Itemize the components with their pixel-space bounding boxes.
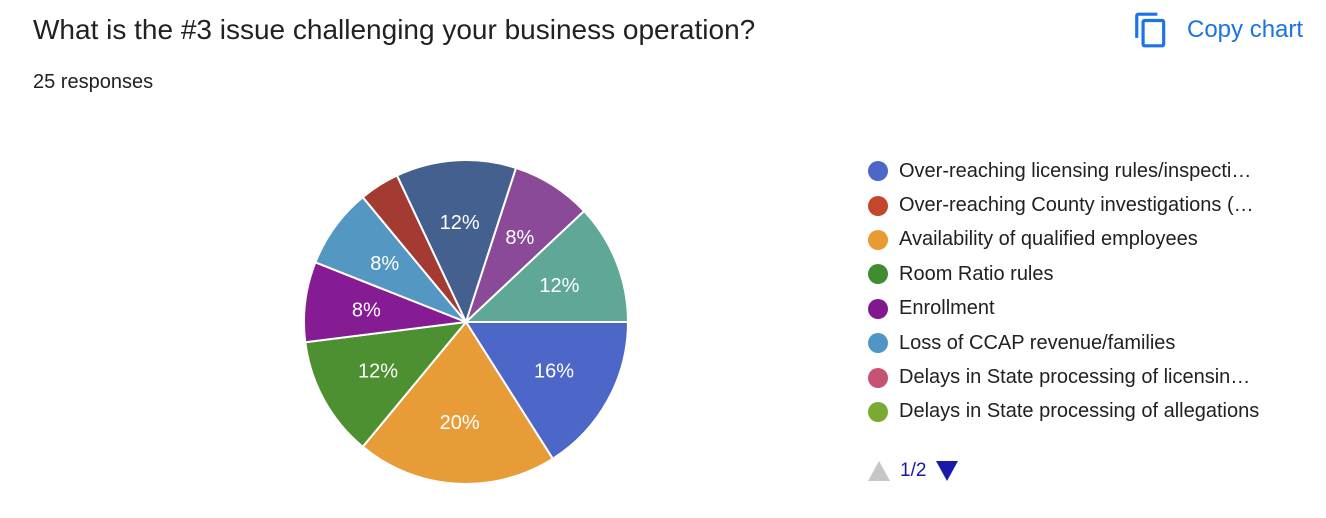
legend-swatch: [868, 367, 888, 388]
legend-item[interactable]: Over-reaching licensing rules/inspecti…: [868, 154, 1259, 188]
legend-label: Over-reaching licensing rules/inspecti…: [899, 159, 1252, 182]
chart-title: What is the #3 issue challenging your bu…: [33, 14, 756, 45]
pager-prev-icon[interactable]: [868, 461, 890, 481]
response-count: 25 responses: [33, 71, 154, 93]
legend-label: Availability of qualified employees: [899, 228, 1198, 251]
pie-slice-label: 12%: [358, 360, 398, 382]
pie-slice-label: 8%: [370, 253, 399, 275]
chart-legend: Over-reaching licensing rules/inspecti… O…: [868, 154, 1259, 429]
legend-pager: 1/2: [868, 460, 959, 482]
legend-label: Enrollment: [899, 297, 995, 320]
legend-item[interactable]: Room Ratio rules: [868, 257, 1259, 291]
legend-swatch: [868, 264, 888, 285]
legend-label: Delays in State processing of licensin…: [899, 366, 1251, 389]
legend-label: Over-reaching County investigations (…: [899, 194, 1254, 217]
legend-label: Delays in State processing of allegation…: [899, 400, 1260, 423]
pie-slice[interactable]: [361, 320, 555, 485]
legend-label: Loss of CCAP revenue/families: [899, 331, 1176, 354]
legend-item[interactable]: Enrollment: [868, 292, 1259, 326]
legend-swatch: [868, 229, 888, 250]
copy-icon: [1135, 12, 1166, 48]
pie-slice-label: 8%: [352, 299, 381, 321]
pager-page: 1/2: [900, 460, 927, 481]
legend-item[interactable]: Delays in State processing of licensin…: [868, 360, 1259, 394]
pie-slice[interactable]: [463, 209, 630, 323]
pie-slice-label: 12%: [539, 275, 579, 297]
pie-slice-label: 16%: [534, 360, 574, 382]
legend-swatch: [868, 298, 888, 319]
legend-item[interactable]: Delays in State processing of allegation…: [868, 395, 1259, 429]
legend-item[interactable]: Over-reaching County investigations (…: [868, 188, 1259, 222]
legend-swatch: [868, 401, 888, 422]
pie-slice-label: 8%: [505, 227, 534, 249]
pager-next-icon[interactable]: [936, 461, 959, 481]
copy-chart-button[interactable]: Copy chart: [1132, 10, 1303, 50]
legend-swatch: [868, 161, 888, 182]
pie-slice[interactable]: [464, 321, 630, 461]
pie-slice-label: 20%: [440, 412, 480, 434]
legend-item[interactable]: Loss of CCAP revenue/families: [868, 326, 1259, 360]
copy-chart-label: Copy chart: [1187, 16, 1304, 43]
legend-swatch: [868, 333, 888, 354]
pie-slice[interactable]: [395, 159, 518, 325]
legend-item[interactable]: Availability of qualified employees: [868, 223, 1259, 257]
legend-swatch: [868, 195, 888, 216]
pie-slice-label: 12%: [440, 212, 480, 234]
pie-chart: 16% 20% 12% 8% 8% 12% 8% 12%: [303, 159, 630, 485]
legend-label: Room Ratio rules: [899, 262, 1054, 285]
pie-slice[interactable]: [304, 320, 469, 449]
